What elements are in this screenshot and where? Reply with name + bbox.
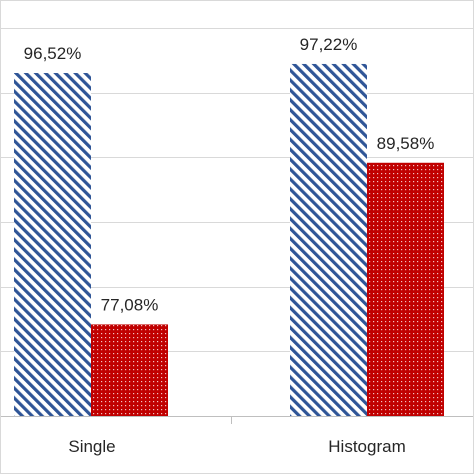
bar-histogram-series-1 bbox=[290, 63, 367, 417]
x-tick-label: Single bbox=[68, 437, 115, 456]
data-label: 89,58% bbox=[377, 134, 435, 153]
bar-single-series-1 bbox=[14, 73, 91, 417]
data-label: 97,22% bbox=[300, 35, 358, 54]
data-labels: 96,52% 97,22% 77,08% 89,58% bbox=[24, 35, 435, 314]
data-label: 77,08% bbox=[101, 295, 159, 314]
bar-histogram-series-2 bbox=[367, 162, 444, 416]
bars bbox=[14, 63, 444, 417]
data-label: 96,52% bbox=[24, 44, 82, 63]
bar-single-series-2 bbox=[91, 324, 168, 416]
x-tick-label: Histogram bbox=[328, 437, 405, 456]
